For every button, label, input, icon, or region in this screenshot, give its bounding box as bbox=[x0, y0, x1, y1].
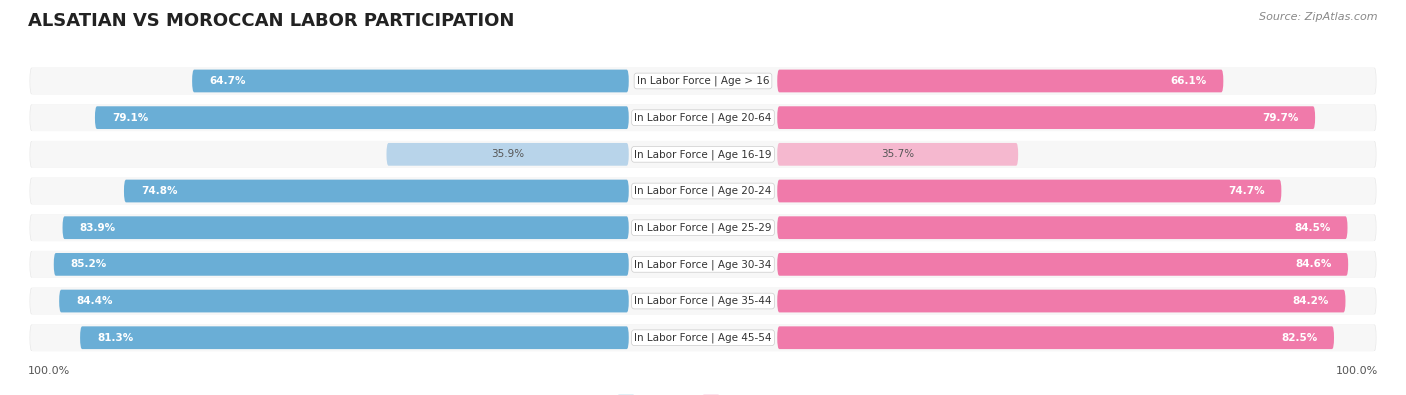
Text: In Labor Force | Age 16-19: In Labor Force | Age 16-19 bbox=[634, 149, 772, 160]
Text: 35.7%: 35.7% bbox=[882, 149, 914, 159]
FancyBboxPatch shape bbox=[124, 180, 628, 202]
Legend: Alsatian, Moroccan: Alsatian, Moroccan bbox=[613, 389, 793, 395]
Text: 82.5%: 82.5% bbox=[1281, 333, 1317, 343]
FancyBboxPatch shape bbox=[30, 288, 1376, 314]
Text: 35.9%: 35.9% bbox=[491, 149, 524, 159]
FancyBboxPatch shape bbox=[778, 180, 1281, 202]
FancyBboxPatch shape bbox=[28, 213, 1378, 243]
Text: 74.7%: 74.7% bbox=[1227, 186, 1264, 196]
FancyBboxPatch shape bbox=[59, 290, 628, 312]
Text: 81.3%: 81.3% bbox=[97, 333, 134, 343]
Text: ALSATIAN VS MOROCCAN LABOR PARTICIPATION: ALSATIAN VS MOROCCAN LABOR PARTICIPATION bbox=[28, 12, 515, 30]
Text: 100.0%: 100.0% bbox=[1336, 366, 1378, 376]
FancyBboxPatch shape bbox=[778, 216, 1347, 239]
Text: In Labor Force | Age 20-24: In Labor Force | Age 20-24 bbox=[634, 186, 772, 196]
Text: 100.0%: 100.0% bbox=[28, 366, 70, 376]
FancyBboxPatch shape bbox=[778, 143, 1018, 166]
FancyBboxPatch shape bbox=[30, 251, 1376, 278]
Text: In Labor Force | Age 35-44: In Labor Force | Age 35-44 bbox=[634, 296, 772, 306]
FancyBboxPatch shape bbox=[193, 70, 628, 92]
FancyBboxPatch shape bbox=[30, 68, 1376, 94]
Text: 84.5%: 84.5% bbox=[1295, 223, 1330, 233]
Text: In Labor Force | Age 25-29: In Labor Force | Age 25-29 bbox=[634, 222, 772, 233]
FancyBboxPatch shape bbox=[28, 250, 1378, 279]
Text: In Labor Force | Age 20-64: In Labor Force | Age 20-64 bbox=[634, 113, 772, 123]
FancyBboxPatch shape bbox=[53, 253, 628, 276]
FancyBboxPatch shape bbox=[62, 216, 628, 239]
Text: 79.7%: 79.7% bbox=[1261, 113, 1298, 123]
Text: 85.2%: 85.2% bbox=[70, 260, 107, 269]
Text: 84.4%: 84.4% bbox=[76, 296, 112, 306]
Text: 74.8%: 74.8% bbox=[141, 186, 177, 196]
Text: In Labor Force | Age 30-34: In Labor Force | Age 30-34 bbox=[634, 259, 772, 270]
FancyBboxPatch shape bbox=[28, 103, 1378, 132]
FancyBboxPatch shape bbox=[80, 326, 628, 349]
FancyBboxPatch shape bbox=[28, 176, 1378, 206]
FancyBboxPatch shape bbox=[28, 66, 1378, 96]
Text: 83.9%: 83.9% bbox=[79, 223, 115, 233]
FancyBboxPatch shape bbox=[28, 323, 1378, 352]
FancyBboxPatch shape bbox=[778, 290, 1346, 312]
FancyBboxPatch shape bbox=[387, 143, 628, 166]
Text: In Labor Force | Age > 16: In Labor Force | Age > 16 bbox=[637, 76, 769, 86]
Text: 84.2%: 84.2% bbox=[1292, 296, 1329, 306]
FancyBboxPatch shape bbox=[30, 214, 1376, 241]
Text: 64.7%: 64.7% bbox=[209, 76, 246, 86]
FancyBboxPatch shape bbox=[778, 253, 1348, 276]
FancyBboxPatch shape bbox=[778, 70, 1223, 92]
FancyBboxPatch shape bbox=[30, 324, 1376, 351]
FancyBboxPatch shape bbox=[30, 177, 1376, 205]
Text: 84.6%: 84.6% bbox=[1295, 260, 1331, 269]
FancyBboxPatch shape bbox=[30, 141, 1376, 168]
FancyBboxPatch shape bbox=[96, 106, 628, 129]
FancyBboxPatch shape bbox=[778, 326, 1334, 349]
Text: Source: ZipAtlas.com: Source: ZipAtlas.com bbox=[1260, 12, 1378, 22]
Text: In Labor Force | Age 45-54: In Labor Force | Age 45-54 bbox=[634, 333, 772, 343]
FancyBboxPatch shape bbox=[28, 140, 1378, 169]
FancyBboxPatch shape bbox=[28, 286, 1378, 316]
FancyBboxPatch shape bbox=[778, 106, 1315, 129]
Text: 79.1%: 79.1% bbox=[112, 113, 148, 123]
Text: 66.1%: 66.1% bbox=[1170, 76, 1206, 86]
FancyBboxPatch shape bbox=[30, 104, 1376, 131]
